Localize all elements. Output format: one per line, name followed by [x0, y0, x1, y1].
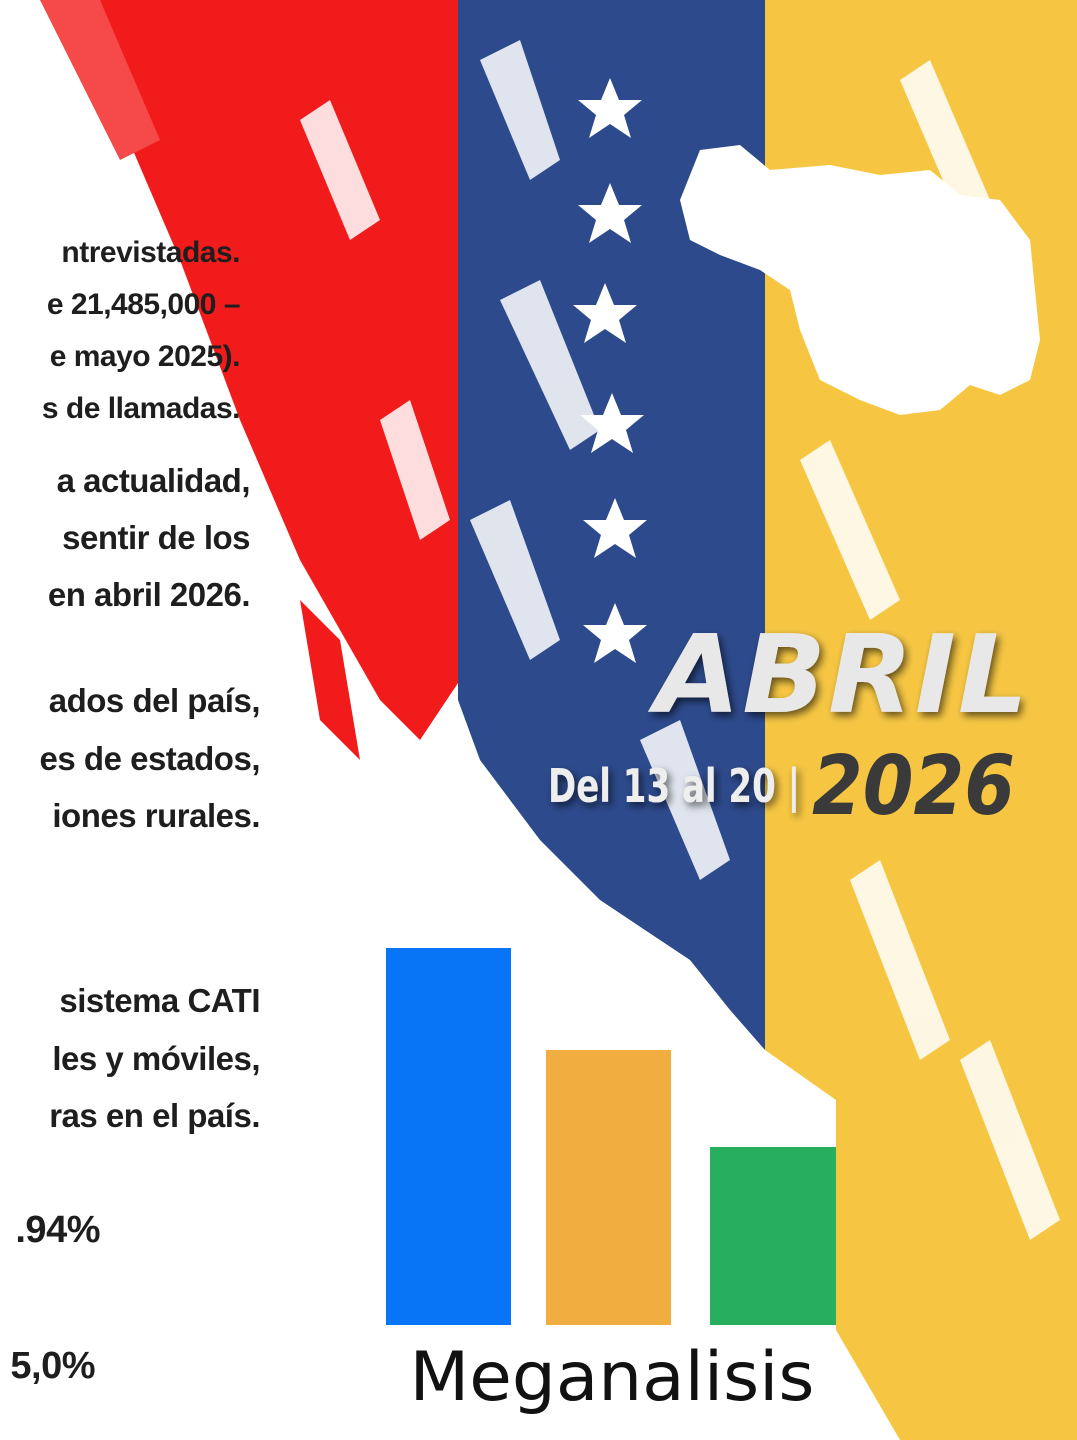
banner-dates: Del 13 al 20 | [548, 759, 800, 814]
brand-name: Meganalisis [410, 1338, 815, 1417]
text-line: ados del país, [49, 682, 260, 719]
red-stripe [100, 0, 460, 740]
banner-year: 2026 [812, 739, 1015, 834]
red-streak [300, 600, 360, 760]
white-streaks [300, 40, 1060, 1240]
text-line: es de estados, [40, 740, 260, 777]
logo-bar [546, 1050, 671, 1325]
date-banner: ABRIL Del 13 al 20 | 2026 [548, 613, 1030, 834]
text-line: les y móviles, [52, 1040, 260, 1077]
text-line: ras en el país. [49, 1097, 260, 1134]
text-line: a actualidad, [57, 462, 250, 499]
logo-bar [710, 1147, 836, 1325]
text-line: e mayo 2025). [50, 340, 240, 373]
info-text: ntrevistadas. e 21,485,000 – e mayo 2025… [10, 236, 260, 1387]
text-line: en abril 2026. [48, 576, 250, 613]
brand-logo: Meganalisis [386, 948, 836, 1417]
logo-bar [386, 948, 511, 1325]
text-line: e 21,485,000 – [47, 288, 240, 321]
text-line: iones rurales. [52, 797, 260, 834]
red-streak [40, 0, 160, 160]
text-line: sistema CATI [59, 982, 260, 1019]
banner-month: ABRIL [647, 613, 1030, 738]
text-line: s de llamadas. [42, 392, 240, 425]
venezuela-map [680, 145, 1040, 415]
text-line: ntrevistadas. [61, 236, 240, 269]
text-line: 5,0% [10, 1345, 95, 1387]
text-line: .94% [15, 1209, 100, 1251]
flag-background [40, 0, 1077, 1440]
stars [573, 78, 647, 663]
text-line: sentir de los [62, 519, 250, 556]
